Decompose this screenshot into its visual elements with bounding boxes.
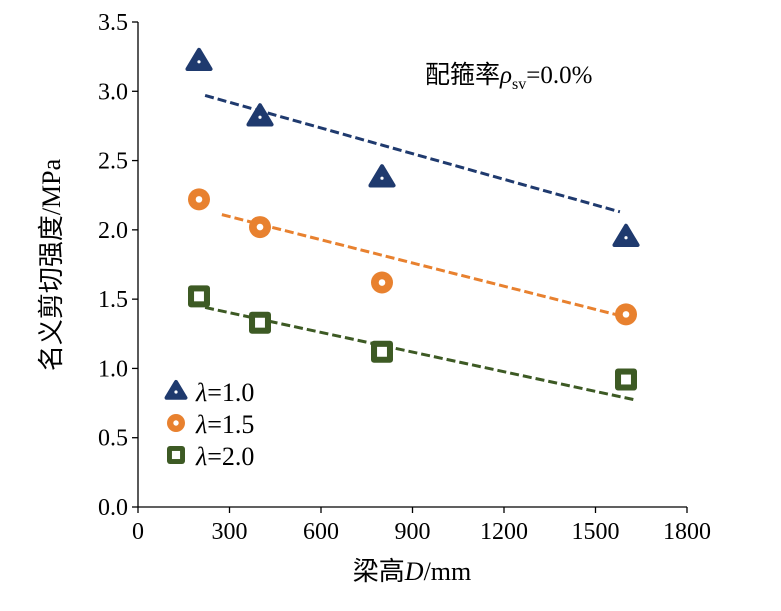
legend-value: =1.0 [207, 378, 254, 407]
marker-dot [258, 115, 262, 119]
triangle-shape [185, 47, 213, 72]
y-tick-label: 2.0 [98, 218, 128, 244]
trend-line [204, 93, 621, 214]
marker-dot [624, 236, 628, 240]
triangle-marker [612, 223, 640, 248]
trend-lines [204, 93, 638, 402]
y-tick-label: 1.5 [98, 287, 128, 313]
marker-dot [174, 390, 178, 394]
circle-marker [615, 303, 637, 326]
trend-line [221, 213, 638, 322]
triangle-shape [246, 103, 274, 127]
x-tick-label: 600 [303, 519, 339, 545]
marker-dot [197, 60, 201, 64]
triangle-marker [185, 47, 213, 72]
legend-label: λ=1.0 [195, 378, 254, 407]
annotation: 配箍率ρsv=0.0% [425, 61, 592, 93]
triangle-shape [368, 164, 396, 188]
x-tick-label: 0 [132, 519, 144, 545]
square-marker [188, 285, 210, 308]
marker-dot [194, 291, 204, 302]
y-tick-label: 3.0 [98, 79, 128, 105]
y-axis-label: 名义剪切强度/MPa [37, 158, 66, 371]
marker-dot [173, 420, 179, 426]
x-tick-label: 1500 [572, 519, 620, 545]
triangle-marker [164, 380, 188, 400]
y-tick-label: 2.5 [98, 149, 128, 175]
triangle-marker [246, 103, 274, 127]
circle-marker [167, 414, 185, 432]
marker-dot [621, 374, 631, 385]
data-points [185, 47, 640, 391]
y-tick-label: 3.5 [98, 10, 128, 36]
triangle-shape [612, 223, 640, 248]
triangle-shape [164, 380, 188, 400]
circle-marker [249, 216, 271, 239]
legend-value: =2.0 [207, 442, 254, 471]
square-marker [167, 446, 185, 464]
x-tick-label: 1800 [663, 519, 711, 545]
marker-dot [255, 317, 265, 328]
marker-dot [171, 450, 181, 460]
axes: 0 300 600 900 1200 1500 1800 0.0 0.5 1.0 1.5 2.0 2.5… [98, 10, 711, 545]
marker-dot [378, 279, 386, 286]
lambda-symbol: λ [195, 442, 207, 471]
lambda-symbol: λ [195, 378, 207, 407]
y-tick-label: 0.5 [98, 426, 128, 452]
legend-label: λ=1.5 [195, 410, 254, 439]
legend-value: =1.5 [207, 410, 254, 439]
x-axis-label: 梁高D/mm [353, 557, 471, 586]
marker-dot [195, 196, 203, 203]
x-tick-label: 1200 [480, 519, 528, 545]
marker-dot [377, 346, 387, 357]
marker-dot [380, 176, 384, 180]
x-tick-label: 300 [212, 519, 248, 545]
y-tick-label: 0.0 [98, 495, 128, 521]
square-marker [371, 340, 393, 363]
square-marker [615, 368, 637, 391]
legend-label: λ=2.0 [195, 442, 254, 471]
lambda-symbol: λ [195, 410, 207, 439]
marker-dot [256, 223, 264, 231]
circle-marker [371, 271, 393, 294]
trend-line [204, 305, 638, 402]
triangle-marker [368, 164, 396, 188]
circle-marker [188, 188, 210, 211]
x-tick-label: 900 [395, 519, 431, 545]
y-tick-label: 1.0 [98, 356, 128, 382]
legend: λ=1.0λ=1.5λ=2.0 [164, 378, 254, 471]
marker-dot [622, 311, 630, 318]
square-marker [249, 311, 271, 334]
